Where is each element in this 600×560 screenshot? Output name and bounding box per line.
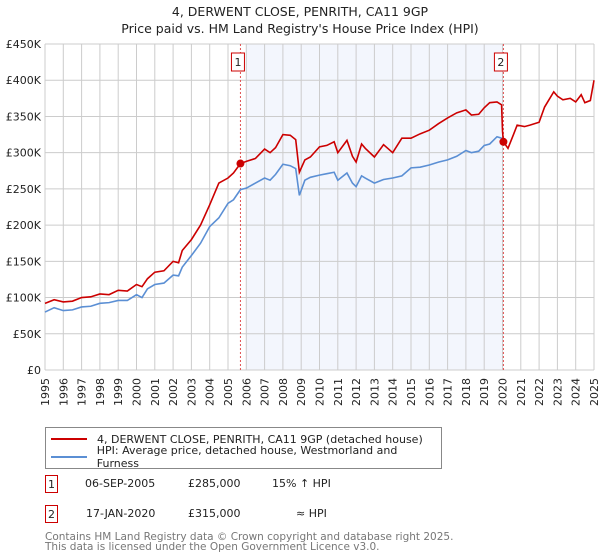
x-tick-label: 2023 bbox=[551, 378, 564, 406]
x-tick-label: 2009 bbox=[295, 378, 308, 406]
legend-label: HPI: Average price, detached house, West… bbox=[96, 444, 398, 470]
x-tick-label: 2020 bbox=[497, 378, 510, 406]
sale-label-box bbox=[493, 52, 508, 72]
footer-copyright: Contains HM Land Registry data © Crown c… bbox=[45, 531, 454, 543]
x-tick-label: 2017 bbox=[442, 378, 455, 406]
x-tick-label: 2019 bbox=[478, 378, 491, 406]
x-tick-label: 2024 bbox=[570, 378, 583, 406]
y-tick-label: £150K bbox=[6, 255, 42, 268]
y-tick-label: £450K bbox=[6, 38, 42, 51]
x-tick-label: 1999 bbox=[112, 378, 125, 406]
x-tick-label: 2015 bbox=[405, 378, 418, 406]
property-price-line bbox=[44, 80, 595, 305]
sale-price: £285,000 bbox=[188, 477, 241, 490]
y-tick-label: £100K bbox=[6, 292, 42, 305]
sale-hpi-compare: ≈ HPI bbox=[296, 507, 327, 520]
sale-date: 06-SEP-2005 bbox=[85, 477, 156, 490]
sale-hpi-compare: 15% ↑ HPI bbox=[272, 477, 331, 490]
x-tick-label: 2012 bbox=[350, 378, 363, 406]
y-tick-label: £250K bbox=[6, 183, 42, 196]
x-tick-label: 2021 bbox=[515, 378, 528, 406]
sale-row-2: 2 17-JAN-2020 £315,000 ≈ HPI bbox=[45, 505, 445, 523]
x-tick-label: 2006 bbox=[240, 378, 253, 406]
sale-marker-box: 1 bbox=[45, 475, 58, 493]
x-tick-label: 2005 bbox=[222, 378, 235, 406]
x-tick-label: 2002 bbox=[167, 378, 180, 406]
legend-swatch-blue bbox=[51, 456, 87, 458]
x-tick-label: 2018 bbox=[460, 378, 473, 406]
chart-title: 4, DERWENT CLOSE, PENRITH, CA11 9GP bbox=[171, 4, 429, 19]
x-tick-label: 2008 bbox=[277, 378, 290, 406]
y-tick-label: £300K bbox=[6, 147, 42, 160]
sale-label: 2 bbox=[497, 56, 504, 69]
legend-swatch-red bbox=[51, 438, 87, 440]
x-tick-label: 1996 bbox=[57, 378, 70, 406]
x-tick-label: 1997 bbox=[76, 378, 89, 406]
y-tick-label: £200K bbox=[6, 219, 42, 232]
x-tick-label: 2011 bbox=[332, 378, 345, 406]
y-tick-label: £350K bbox=[6, 110, 42, 123]
price-chart: 1995 1996 1997 1998 1999 2000 2001 2002 2003 2004… bbox=[6, 38, 600, 406]
sale-label-box bbox=[230, 52, 245, 72]
footer-licence: This data is licensed under the Open Gov… bbox=[45, 541, 380, 553]
legend: 4, DERWENT CLOSE, PENRITH, CA11 9GP (det… bbox=[45, 427, 442, 470]
legend-label: 4, DERWENT CLOSE, PENRITH, CA11 9GP (det… bbox=[97, 432, 423, 446]
y-tick-label: £50K bbox=[13, 328, 42, 341]
legend-item-property: 4, DERWENT CLOSE, PENRITH, CA11 9GP (det… bbox=[51, 431, 423, 447]
x-tick-label: 2013 bbox=[368, 378, 381, 406]
x-tick-label: 2000 bbox=[131, 378, 144, 406]
x-tick-label: 1995 bbox=[39, 378, 52, 406]
sale-price: £315,000 bbox=[188, 507, 241, 520]
x-tick-label: 2001 bbox=[149, 378, 162, 406]
x-tick-label: 1998 bbox=[94, 378, 107, 406]
legend-item-hpi: HPI: Average price, detached house, West… bbox=[51, 444, 441, 470]
x-tick-label: 2022 bbox=[533, 378, 546, 406]
x-tick-label: 2007 bbox=[259, 378, 272, 406]
sale-date: 17-JAN-2020 bbox=[86, 507, 156, 520]
x-tick-label: 2003 bbox=[185, 378, 198, 406]
sale-row-1: 1 06-SEP-2005 £285,000 15% ↑ HPI bbox=[45, 475, 445, 493]
sale-label: 1 bbox=[234, 56, 241, 69]
sale-marker-box: 2 bbox=[45, 505, 58, 523]
sale-point bbox=[499, 137, 508, 146]
x-tick-label: 2004 bbox=[204, 378, 217, 406]
x-tick-label: 2010 bbox=[314, 378, 327, 406]
sale-point bbox=[236, 159, 245, 168]
x-tick-label: 2016 bbox=[423, 378, 436, 406]
x-tick-label: 2014 bbox=[387, 378, 400, 406]
y-tick-label: £0 bbox=[27, 364, 41, 377]
x-tick-label: 2025 bbox=[588, 378, 600, 406]
hpi-line bbox=[44, 135, 505, 313]
y-tick-label: £400K bbox=[6, 74, 42, 87]
chart-subtitle: Price paid vs. HM Land Registry's House … bbox=[121, 21, 479, 36]
